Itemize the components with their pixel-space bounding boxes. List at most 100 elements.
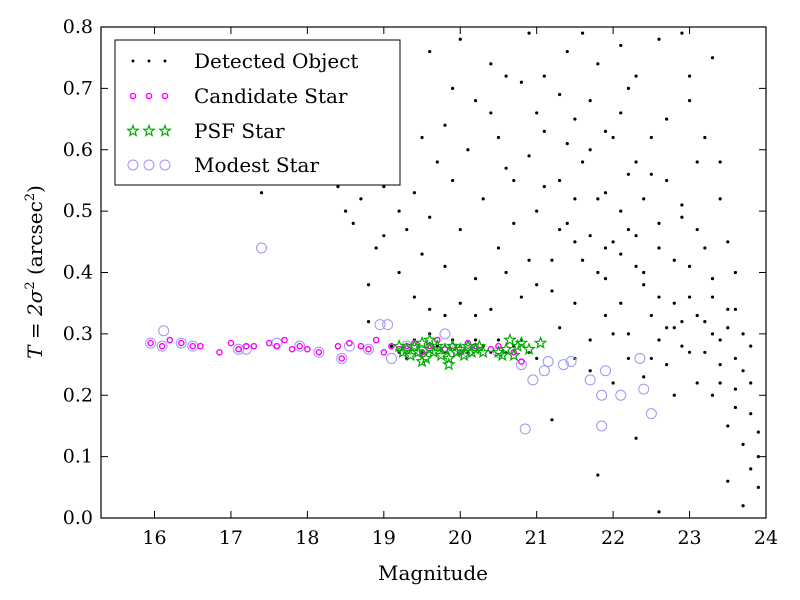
series-detected-object (259, 31, 760, 514)
point-detected-object (695, 381, 699, 385)
point-detected-object (489, 307, 493, 311)
point-detected-object (382, 234, 386, 238)
point-detected-object (588, 338, 592, 342)
point-detected-object (718, 160, 722, 164)
point-candidate-star (334, 342, 342, 350)
point-detected-object (458, 37, 462, 41)
point-modest-star (145, 337, 157, 349)
point-detected-object (542, 129, 546, 133)
point-candidate-star (227, 339, 235, 347)
point-candidate-star (380, 348, 388, 356)
point-modest-star (542, 355, 554, 367)
point-candidate-star (242, 342, 250, 350)
point-detected-object (672, 393, 676, 397)
point-detected-object (336, 184, 340, 189)
point-detected-object (657, 295, 661, 299)
point-detected-object (672, 258, 676, 262)
point-detected-object (504, 270, 508, 275)
y-axis-label: T = 2σ2 (arcsec2) (23, 185, 47, 359)
point-detected-object (451, 178, 455, 183)
point-detected-object (588, 99, 592, 103)
point-modest-star (538, 365, 550, 377)
point-detected-object (550, 289, 554, 293)
legend-marker-psf-star (126, 123, 140, 137)
point-modest-star (519, 423, 531, 435)
point-detected-object (428, 215, 432, 219)
point-detected-object (527, 154, 531, 158)
point-detected-object (741, 504, 745, 508)
legend-label-candidate-star: Candidate Star (194, 84, 348, 108)
legend-item-psf-star: PSF Star (126, 119, 285, 143)
point-detected-object (733, 387, 738, 391)
point-detected-object (634, 436, 638, 440)
point-modest-star (584, 374, 596, 386)
point-detected-object (642, 197, 646, 201)
point-modest-star (175, 337, 187, 349)
point-detected-object (756, 430, 760, 434)
point-candidate-star (273, 342, 281, 350)
point-detected-object (428, 307, 432, 311)
point-modest-star (596, 389, 608, 401)
point-candidate-star (388, 342, 395, 350)
point-detected-object (733, 270, 738, 275)
point-psf-star (434, 348, 449, 362)
point-detected-object (611, 332, 615, 336)
point-detected-object (626, 356, 631, 361)
point-modest-star (158, 325, 170, 337)
point-psf-star (503, 332, 517, 346)
point-candidate-star (147, 339, 154, 347)
point-psf-star (476, 345, 491, 359)
point-detected-object (634, 74, 638, 78)
point-modest-star (336, 352, 348, 364)
point-detected-object (695, 227, 699, 232)
point-candidate-star (265, 339, 273, 347)
point-modest-star (634, 352, 646, 364)
point-psf-star (445, 338, 460, 352)
point-psf-star (422, 332, 437, 346)
point-psf-star (495, 348, 510, 362)
point-detected-object (489, 111, 493, 115)
point-detected-object (435, 344, 439, 348)
point-modest-star (557, 359, 569, 371)
point-candidate-star (495, 342, 502, 350)
point-modest-star (363, 343, 375, 355)
y-tick-label: 0.4 (63, 262, 93, 284)
x-tick-label: 16 (142, 527, 166, 549)
point-modest-star (645, 408, 657, 420)
point-detected-object (550, 258, 554, 262)
point-detected-object (718, 197, 722, 201)
point-detected-object (649, 135, 653, 140)
point-detected-object (405, 227, 409, 232)
point-psf-star (453, 341, 468, 356)
point-detected-object (473, 99, 478, 103)
point-candidate-star (346, 339, 353, 347)
point-detected-object (642, 270, 646, 275)
point-detected-object (542, 184, 546, 189)
y-axis-label-prefix: T = 2σ (23, 288, 47, 359)
point-detected-object (535, 111, 539, 115)
point-candidate-star (357, 342, 365, 350)
point-modest-star (527, 374, 539, 386)
point-detected-object (603, 129, 608, 133)
point-detected-object (603, 313, 608, 318)
point-detected-object (749, 344, 753, 348)
point-psf-star (426, 345, 441, 359)
point-detected-object (596, 62, 600, 66)
point-candidate-star (315, 348, 323, 356)
point-psf-star (403, 348, 418, 362)
point-detected-object (573, 117, 577, 121)
x-tick-label: 21 (525, 527, 549, 549)
point-psf-star (472, 338, 487, 352)
point-detected-object (665, 178, 669, 183)
legend-marker-psf-star (142, 123, 156, 137)
point-detected-object (374, 246, 378, 250)
legend-marker-candidate-star (145, 92, 153, 100)
point-detected-object (596, 270, 600, 275)
point-modest-star (439, 328, 451, 340)
x-tick-label: 22 (601, 527, 625, 549)
point-detected-object (458, 301, 462, 305)
point-detected-object (535, 356, 539, 361)
point-detected-object (626, 86, 631, 90)
y-axis-label-sup1: 2 (23, 281, 38, 289)
point-detected-object (443, 123, 447, 127)
